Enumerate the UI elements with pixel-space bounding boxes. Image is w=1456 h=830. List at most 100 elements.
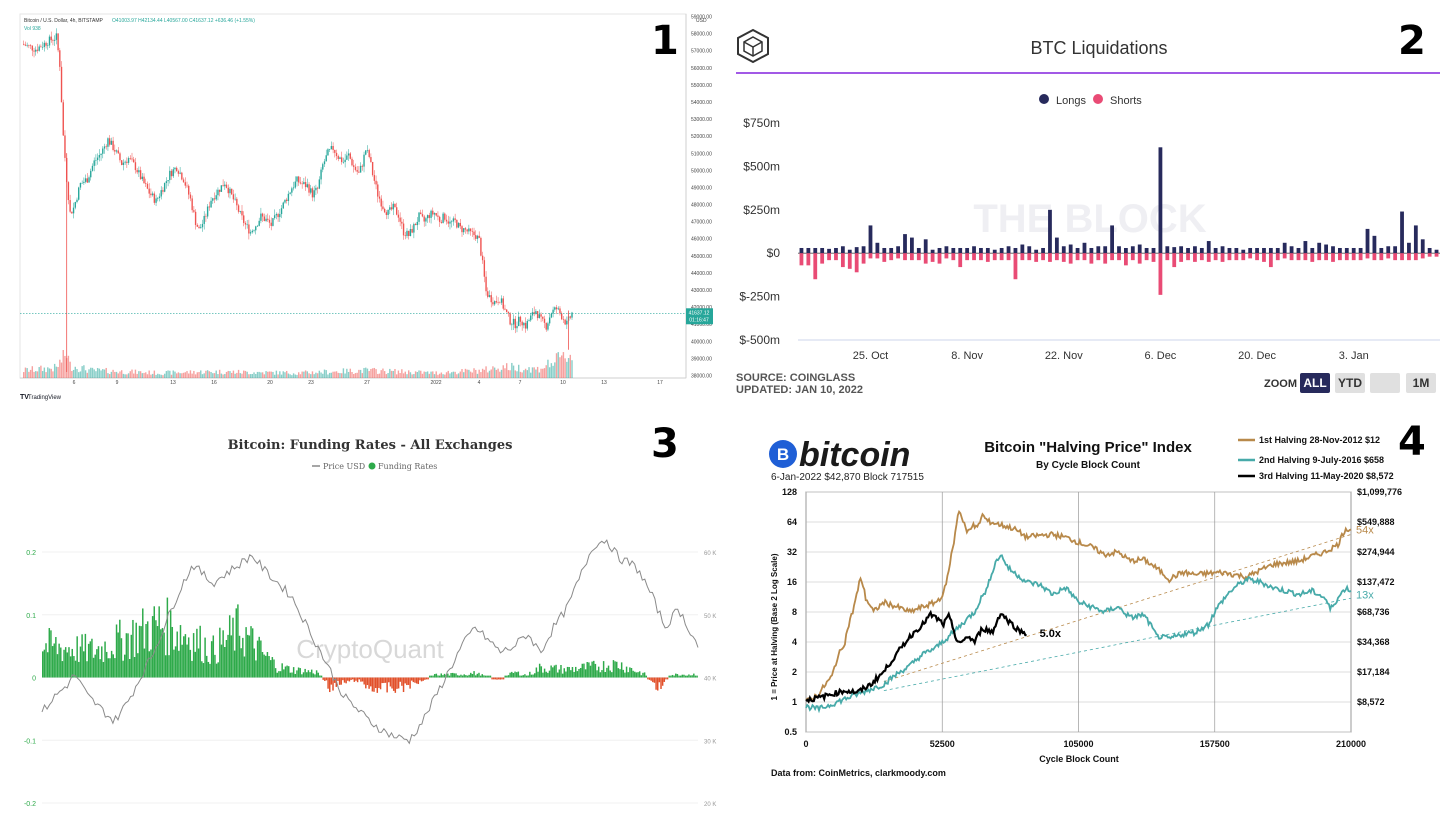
shorts-bar[interactable] xyxy=(1420,253,1425,259)
longs-bar[interactable] xyxy=(1082,242,1087,254)
longs-bar[interactable] xyxy=(1234,247,1239,254)
shorts-bar[interactable] xyxy=(1054,253,1059,261)
shorts-bar[interactable] xyxy=(1386,253,1391,259)
longs-bar[interactable] xyxy=(972,246,976,254)
shorts-bar[interactable] xyxy=(1268,253,1273,268)
shorts-bar[interactable] xyxy=(1144,253,1149,261)
longs-bar[interactable] xyxy=(840,246,845,254)
longs-bar[interactable] xyxy=(1020,244,1025,254)
longs-bar[interactable] xyxy=(1386,246,1391,254)
longs-bar[interactable] xyxy=(827,248,831,254)
longs-bar[interactable] xyxy=(965,247,970,254)
shorts-bar[interactable] xyxy=(1103,253,1108,264)
longs-bar[interactable] xyxy=(985,247,990,254)
shorts-bar[interactable] xyxy=(1365,253,1370,259)
shorts-bar[interactable] xyxy=(820,253,825,264)
longs-bar[interactable] xyxy=(1041,247,1045,254)
longs-bar[interactable] xyxy=(1137,244,1142,254)
shorts-bar[interactable] xyxy=(813,253,818,280)
longs-bar[interactable] xyxy=(1013,247,1018,254)
shorts-bar[interactable] xyxy=(1041,253,1045,261)
shorts-bar[interactable] xyxy=(1082,253,1087,261)
longs-bar[interactable] xyxy=(1206,241,1211,254)
longs-bar[interactable] xyxy=(882,247,887,254)
longs-bar[interactable] xyxy=(1227,247,1232,254)
shorts-bar[interactable] xyxy=(1351,253,1356,261)
shorts-bar[interactable] xyxy=(1255,253,1259,261)
shorts-bar[interactable] xyxy=(1289,253,1294,261)
longs-bar[interactable] xyxy=(806,247,811,254)
longs-bar[interactable] xyxy=(1151,247,1156,254)
shorts-bar[interactable] xyxy=(1048,253,1052,262)
longs-bar[interactable] xyxy=(1434,249,1439,254)
shorts-bar[interactable] xyxy=(1310,253,1315,262)
longs-bar[interactable] xyxy=(1413,225,1418,254)
shorts-bar[interactable] xyxy=(847,253,852,269)
longs-bar[interactable] xyxy=(1275,247,1280,254)
shorts-bar[interactable] xyxy=(1303,253,1308,261)
shorts-bar[interactable] xyxy=(903,253,907,261)
shorts-bar[interactable] xyxy=(1151,253,1156,262)
longs-bar[interactable] xyxy=(916,247,921,254)
longs-bar[interactable] xyxy=(1282,242,1287,254)
shorts-bar[interactable] xyxy=(1407,253,1411,261)
shorts-bar[interactable] xyxy=(827,253,831,261)
shorts-bar[interactable] xyxy=(1227,253,1232,261)
shorts-bar[interactable] xyxy=(999,253,1004,261)
zoom-all-button[interactable]: ALL xyxy=(1300,373,1330,393)
longs-bar[interactable] xyxy=(1365,228,1370,254)
shorts-bar[interactable] xyxy=(1158,253,1163,295)
longs-bar[interactable] xyxy=(1427,247,1432,254)
longs-bar[interactable] xyxy=(1048,209,1052,254)
shorts-bar[interactable] xyxy=(1213,253,1218,261)
shorts-bar[interactable] xyxy=(1434,253,1439,257)
shorts-bar[interactable] xyxy=(1096,253,1101,261)
longs-bar[interactable] xyxy=(896,246,900,254)
shorts-bar[interactable] xyxy=(1186,253,1190,261)
shorts-bar[interactable] xyxy=(854,253,859,273)
longs-bar[interactable] xyxy=(1186,247,1190,254)
longs-bar[interactable] xyxy=(1303,241,1308,254)
longs-bar[interactable] xyxy=(847,249,852,254)
shorts-bar[interactable] xyxy=(985,253,990,262)
shorts-bar[interactable] xyxy=(1296,253,1301,261)
longs-bar[interactable] xyxy=(1351,247,1356,254)
shorts-bar[interactable] xyxy=(1172,253,1177,268)
longs-bar[interactable] xyxy=(1379,247,1384,254)
shorts-bar[interactable] xyxy=(1427,253,1432,257)
longs-bar[interactable] xyxy=(1338,247,1342,254)
longs-bar[interactable] xyxy=(813,247,818,254)
shorts-bar[interactable] xyxy=(1331,253,1335,262)
longs-bar[interactable] xyxy=(1144,247,1149,254)
longs-bar[interactable] xyxy=(1262,247,1266,254)
shorts-bar[interactable] xyxy=(806,253,811,266)
longs-bar[interactable] xyxy=(944,246,949,254)
longs-bar[interactable] xyxy=(1248,247,1253,254)
shorts-bar[interactable] xyxy=(1110,253,1114,261)
shorts-bar[interactable] xyxy=(979,253,983,261)
longs-bar[interactable] xyxy=(923,239,928,254)
shorts-bar[interactable] xyxy=(1282,253,1287,259)
longs-bar[interactable] xyxy=(1158,147,1163,254)
zoom-blank-button[interactable] xyxy=(1370,373,1400,393)
longs-bar[interactable] xyxy=(889,247,894,254)
shorts-bar[interactable] xyxy=(840,253,845,268)
shorts-bar[interactable] xyxy=(1027,253,1032,261)
shorts-bar[interactable] xyxy=(834,253,838,261)
shorts-bar[interactable] xyxy=(875,253,880,259)
longs-bar[interactable] xyxy=(820,247,825,254)
shorts-bar[interactable] xyxy=(1372,253,1377,261)
shorts-bar[interactable] xyxy=(896,253,900,259)
shorts-bar[interactable] xyxy=(868,253,873,259)
shorts-bar[interactable] xyxy=(1413,253,1418,261)
longs-bar[interactable] xyxy=(1268,247,1273,254)
shorts-bar[interactable] xyxy=(1358,253,1363,261)
shorts-bar[interactable] xyxy=(1379,253,1384,261)
longs-bar[interactable] xyxy=(1075,247,1080,254)
shorts-bar[interactable] xyxy=(1206,253,1211,262)
longs-bar[interactable] xyxy=(1220,246,1225,254)
longs-bar[interactable] xyxy=(1241,249,1246,254)
shorts-bar[interactable] xyxy=(1199,253,1204,261)
shorts-bar[interactable] xyxy=(1234,253,1239,261)
shorts-bar[interactable] xyxy=(1124,253,1128,266)
